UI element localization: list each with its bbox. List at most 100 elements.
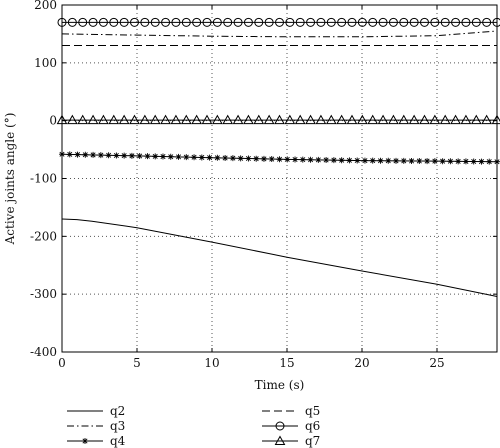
legend-label: q7 [305,434,320,448]
series-marker-q7 [367,114,379,125]
series-q7 [56,114,500,125]
series-marker-q4 [237,155,244,162]
series-marker-q4 [82,151,89,158]
series-marker-q7 [294,114,306,125]
legend-label: q4 [110,434,126,448]
legend-item-q6: q6 [262,419,320,433]
series-marker-q7 [212,114,223,125]
series-marker-q4 [74,151,81,158]
series-marker-q7 [336,114,347,125]
series-marker-q4 [222,154,229,161]
series-marker-q4 [121,152,128,159]
series-marker-q7 [481,114,492,125]
series-marker-q6 [223,17,233,27]
series-marker-q6 [388,17,398,27]
series-marker-q6 [337,17,347,27]
series-marker-q4 [478,158,485,165]
series-marker-q7 [450,114,461,125]
series-marker-q6 [119,17,129,27]
y-axis-label: Active joints angle (°) [3,113,17,246]
series-marker-q6 [306,17,316,27]
series-marker-q7 [398,114,410,125]
series-marker-q7 [325,114,337,125]
series-marker-q4 [214,154,221,161]
series-marker-q4 [462,158,469,165]
series-marker-q7 [108,114,120,125]
series-marker-q6 [275,17,284,27]
series-marker-q4 [369,157,376,164]
legend-item-q4: q4 [67,434,126,448]
series-marker-q4 [377,157,384,164]
series-marker-q7 [67,114,78,125]
series-marker-q7 [429,114,441,125]
grid-lines [62,5,497,352]
series-marker-q7 [253,114,265,125]
series-marker-q6 [192,17,202,27]
series-marker-q6 [130,17,139,27]
series-marker-q7 [139,114,151,125]
series-marker-q4 [167,153,174,160]
series-marker-q4 [66,151,73,158]
x-tick-label: 20 [354,356,369,370]
series-marker-q4 [307,156,314,163]
series-marker-q4 [245,155,252,162]
x-tick-label: 25 [429,356,444,370]
y-tick-label: 200 [34,0,57,12]
series-marker-q7 [98,114,109,125]
series-line-q3 [61,30,498,38]
series-marker-q4 [268,156,275,163]
series-marker-q7 [263,114,275,125]
series-marker-q6 [78,17,88,27]
series-q2 [61,218,498,297]
series-marker-q7 [77,114,89,125]
series-marker-q7 [460,114,472,125]
series-marker-q4 [105,152,112,159]
series-marker-q7 [232,114,244,125]
series-marker-q4 [144,153,151,160]
series-marker-q4 [183,154,190,161]
series-marker-q6 [461,17,471,27]
series-marker-q4 [330,157,337,164]
series-marker-q4 [152,153,159,160]
series-marker-q7 [439,114,451,125]
series-marker-q7 [315,114,327,125]
series-marker-q7 [377,114,389,125]
series-marker-q6 [368,17,378,27]
series-marker-q4 [400,157,407,164]
series-layer [56,17,500,297]
series-marker-q7 [408,114,420,125]
series-marker-q6 [285,17,295,27]
series-marker-q6 [295,17,305,27]
series-marker-q4 [393,157,400,164]
legend-item-q2: q2 [67,404,125,418]
y-tick-label: 0 [49,114,57,128]
series-marker-q7 [346,114,358,125]
series-marker-q7 [129,114,140,125]
series-marker-q7 [87,114,99,125]
series-marker-q7 [491,114,500,125]
series-marker-q6 [357,17,367,27]
series-q3 [61,30,498,38]
legend-label: q2 [110,404,125,418]
legend-label: q3 [110,419,125,433]
series-marker-q6 [233,17,243,27]
series-marker-q4 [354,157,361,164]
series-marker-q6 [254,17,264,27]
series-marker-q7 [180,114,192,125]
legend-label: q5 [305,404,320,418]
series-marker-q6 [150,17,160,27]
x-tick-label: 15 [279,356,294,370]
series-marker-q6 [67,17,77,27]
series-marker-q4 [447,158,454,165]
series-marker-q6 [471,17,481,27]
series-marker-q6 [316,17,326,27]
series-marker-q4 [198,154,205,161]
series-marker-q6 [482,17,492,27]
plot-frame [61,4,498,353]
x-tick-label: 0 [58,356,66,370]
series-marker-q7 [160,114,171,125]
series-marker-q4 [416,158,423,165]
series-marker-q6 [430,17,440,27]
series-marker-q4 [276,156,283,163]
